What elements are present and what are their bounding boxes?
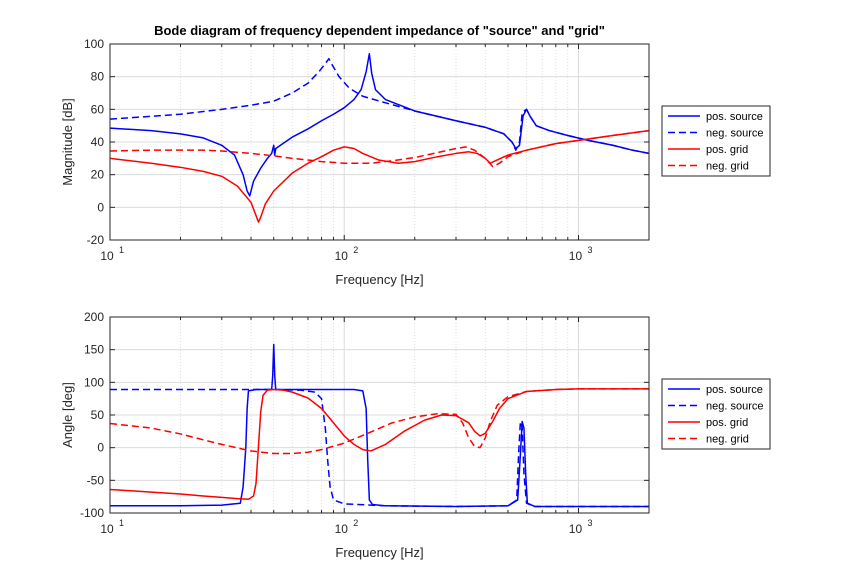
y-tick-label: 20 <box>91 168 105 182</box>
x-tick-label: 10 <box>335 522 349 536</box>
legend-entry: neg. source <box>706 128 763 140</box>
legend-entry: pos. source <box>706 111 763 123</box>
y-tick-label: 200 <box>84 310 104 324</box>
y-tick-label: 80 <box>91 70 105 84</box>
y-tick-label: -20 <box>87 233 105 247</box>
x-axis-label: Frequency [Hz] <box>335 545 423 560</box>
legend-box <box>661 105 771 177</box>
y-axis-label: Angle [deg] <box>60 382 75 448</box>
x-tick-label-exponent: 2 <box>353 518 358 528</box>
axes-2: -100 -50 0 50 100 150 200 10 1 10 2 10 3 Frequency [H… <box>60 310 771 560</box>
x-tick-label: 10 <box>569 522 583 536</box>
series-line-neg-grid <box>110 129 649 168</box>
x-tick-label-exponent: 3 <box>587 245 592 255</box>
x-axis-label: Frequency [Hz] <box>335 272 423 287</box>
y-tick-label: 40 <box>91 135 105 149</box>
y-axis-label: Magnitude [dB] <box>60 98 75 185</box>
legend: pos. source neg. source pos. grid neg. grid <box>661 378 771 450</box>
y-tick-label: 60 <box>91 102 105 116</box>
legend-entry: neg. source <box>706 401 763 413</box>
series-line-pos-source <box>110 343 649 508</box>
y-tick-label: 150 <box>84 343 104 357</box>
y-tick-label: 0 <box>97 200 104 214</box>
legend-entry: neg. grid <box>706 161 749 173</box>
x-tick-label: 10 <box>569 249 583 263</box>
legend: pos. source neg. source pos. grid neg. grid <box>661 105 771 177</box>
y-tick-label: -100 <box>80 506 104 520</box>
legend-box <box>661 378 771 450</box>
series-line-pos-grid <box>110 129 649 223</box>
y-tick-label: 100 <box>84 375 104 389</box>
x-tick-label: 10 <box>100 249 114 263</box>
x-tick-label: 10 <box>335 249 349 263</box>
legend-entry: pos. source <box>706 384 763 396</box>
x-tick-label-exponent: 1 <box>119 518 124 528</box>
y-tick-label: 50 <box>91 408 105 422</box>
legend-entry: neg. grid <box>706 434 749 446</box>
x-tick-label-exponent: 1 <box>119 245 124 255</box>
series-line-pos-source <box>110 53 649 197</box>
series-line-neg-source <box>110 57 649 155</box>
series-line-neg-source <box>110 388 649 508</box>
x-tick-label-exponent: 2 <box>353 245 358 255</box>
y-tick-label: -50 <box>87 473 105 487</box>
legend-entry: pos. grid <box>706 417 748 429</box>
legend-entry: pos. grid <box>706 144 748 156</box>
y-tick-label: 0 <box>97 441 104 455</box>
axes-1: -20 0 20 40 60 80 100 10 1 10 2 10 3 Frequency [Hz] Ma… <box>60 23 771 287</box>
chart-title: Bode diagram of frequency dependent impe… <box>154 23 605 38</box>
x-tick-label: 10 <box>100 522 114 536</box>
series-line-neg-grid <box>110 388 649 455</box>
series-line-pos-grid <box>110 388 649 501</box>
x-tick-label-exponent: 3 <box>587 518 592 528</box>
y-tick-label: 100 <box>84 37 104 51</box>
